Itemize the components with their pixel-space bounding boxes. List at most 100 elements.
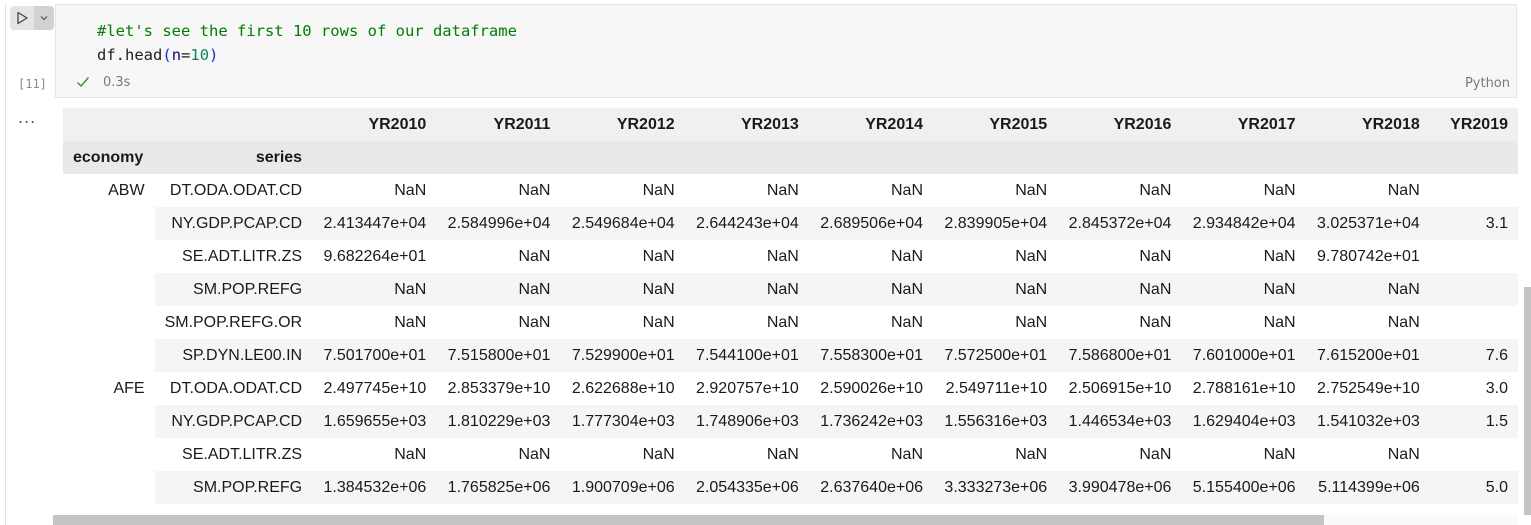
value-cell [1430,306,1518,339]
run-controls [10,6,54,30]
value-cell: 2.622688e+10 [571,379,675,397]
code-editor[interactable]: #let's see the first 10 rows of our data… [55,4,1517,98]
value-cell [1429,273,1518,306]
table-row: SM.POP.REFG NaN NaN NaN NaN NaN NaN NaN NaN NaN [63,273,1518,306]
value-cell: NaN [1015,445,1048,463]
series-index-cell: NY.GDP.PCAP.CD [154,405,313,438]
value-cell: 2.549711e+10 [945,379,1048,397]
value-cell: 1.556316e+03 [933,405,1058,438]
execution-status: 0.3s [75,74,130,90]
value-cell: 2.839905e+04 [933,207,1058,240]
column-header: YR2012 [560,108,685,141]
language-label[interactable]: Python [1464,76,1510,91]
economy-index-cell: ABW [63,174,155,372]
value-cell: NaN [394,313,427,331]
value-cell: NaN [1139,313,1172,331]
value-cell: 7.586800e+01 [1057,339,1182,372]
column-header: YR2015 [933,108,1058,141]
value-cell: 2.584996e+04 [436,207,561,240]
execution-time: 0.3s [103,74,131,90]
series-index-cell: SE.ADT.LITR.ZS [182,445,303,463]
value-cell: 2.934842e+04 [1181,207,1306,240]
run-cell-button[interactable] [10,6,34,30]
value-cell: 1.810229e+03 [436,405,561,438]
series-index-cell: DT.ODA.ODAT.CD [169,181,303,199]
value-cell: NaN [394,181,427,199]
value-cell: 2.590026e+10 [820,379,924,397]
value-cell: NaN [766,445,799,463]
value-cell: 1.629404e+03 [1181,405,1306,438]
code-object: df [97,46,116,64]
value-cell: 2.845372e+04 [1057,207,1182,240]
column-header: YR2017 [1181,108,1306,141]
value-cell: 1.384532e+06 [312,471,437,504]
column-header: YR2010 [312,108,437,141]
table-row: SE.ADT.LITR.ZS NaN NaN NaN NaN NaN NaN NaN NaN Na… [63,438,1518,471]
code-method: head [125,46,163,64]
value-cell: 7.572500e+01 [933,339,1058,372]
table-row: SE.ADT.LITR.ZS 9.682264e+01 NaN NaN NaN NaN Na… [63,240,1518,273]
value-cell: 5.114399e+06 [1305,471,1430,504]
table-row: SM.POP.REFG 1.384532e+06 1.765825e+06 1.900… [63,471,1518,504]
value-cell: NaN [642,247,675,265]
value-cell: NaN [1387,445,1420,463]
table-row: NY.GDP.PCAP.CD 2.413447e+04 2.584996e+04 2.… [63,207,1518,240]
value-cell: 2.506915e+10 [1068,379,1172,397]
output-more-button[interactable]: ... [18,108,37,127]
value-cell: NaN [1181,273,1306,306]
series-index-cell: DT.ODA.ODAT.CD [169,379,303,397]
column-header: YR2016 [1057,108,1182,141]
corner-cell [63,108,155,141]
value-cell: NaN [436,273,561,306]
code-line-2: df.head(n=10) [97,46,218,64]
code-arg: 10 [190,46,210,64]
value-cell: NaN [933,273,1058,306]
check-icon [75,74,91,90]
table-body: ABW DT.ODA.ODAT.CD NaN NaN NaN NaN NaN NaN NaN Na… [63,174,1518,504]
horizontal-scrollbar[interactable] [53,515,1324,525]
value-cell: 2.549684e+04 [560,207,685,240]
value-cell [1430,438,1518,471]
value-cell: 2.920757e+10 [696,379,799,397]
value-cell: 1.900709e+06 [560,471,685,504]
value-cell: NaN [518,313,551,331]
index-name-series: series [154,141,313,174]
column-header: YR2018 [1305,108,1430,141]
value-cell: 2.497745e+10 [323,379,427,397]
value-cell: 2.413447e+04 [312,207,437,240]
value-cell: NaN [1139,181,1172,199]
value-cell: 1.748906e+03 [684,405,809,438]
vertical-scrollbar[interactable] [1524,287,1531,515]
value-cell: NaN [1057,273,1182,306]
value-cell: NaN [518,247,551,265]
value-cell: 7.6 [1429,339,1518,372]
run-options-button[interactable] [34,6,54,30]
value-cell: 7.544100e+01 [684,339,809,372]
value-cell: 2.689506e+04 [808,207,934,240]
column-header: YR2019 [1429,108,1518,141]
value-cell: 7.558300e+01 [808,339,934,372]
value-cell: NaN [1263,445,1296,463]
value-cell: NaN [518,181,551,199]
value-cell: 1.659655e+03 [312,405,437,438]
value-cell: 3.333273e+06 [933,471,1058,504]
value-cell: 7.501700e+01 [312,339,437,372]
column-header-row: YR2010 YR2011 YR2012 YR2013 YR2014 YR201… [63,108,1518,141]
value-cell: NaN [1139,247,1172,265]
value-cell: 2.788161e+10 [1192,379,1296,397]
code-comment: #let's see the first 10 rows of our data… [97,22,517,40]
value-cell: NaN [808,273,934,306]
code-open-paren: ( [162,46,172,64]
series-index-cell: SP.DYN.LE00.IN [154,339,313,372]
value-cell: NaN [518,445,551,463]
value-cell [1430,174,1518,207]
index-name-economy: economy [63,141,155,174]
value-cell: NaN [891,181,924,199]
chevron-down-icon [39,13,49,23]
table-row: SM.POP.REFG.OR NaN NaN NaN NaN NaN NaN NaN NaN Na… [63,306,1518,339]
value-cell: 1.446534e+03 [1057,405,1182,438]
value-cell: NaN [766,181,799,199]
dataframe-table: YR2010 YR2011 YR2012 YR2013 YR2014 YR201… [63,108,1518,504]
code-line-1: #let's see the first 10 rows of our data… [97,22,517,40]
value-cell: NaN [642,445,675,463]
